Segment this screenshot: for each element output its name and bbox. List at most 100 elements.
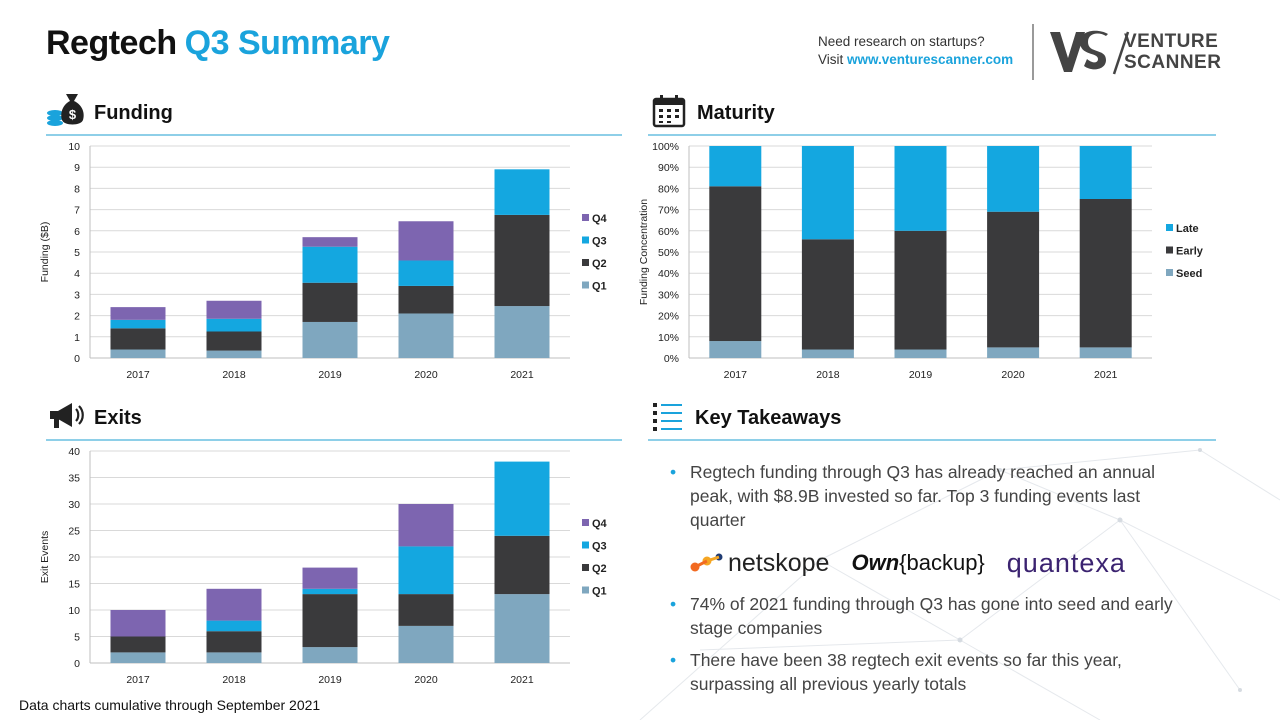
bar-segment-q2 xyxy=(398,594,454,626)
bar-segment-q1 xyxy=(110,652,166,663)
bar-segment-q1 xyxy=(110,349,166,358)
y-tick-label: 25 xyxy=(68,526,80,538)
takeaways-list: • Regtech funding through Q3 has already… xyxy=(666,460,1186,696)
netskope-logo: netskope xyxy=(690,549,830,577)
legend-label: Q2 xyxy=(592,258,607,270)
x-tick-label: 2019 xyxy=(318,369,342,381)
legend-swatch xyxy=(1166,246,1173,254)
y-tick-label: 0 xyxy=(74,658,80,670)
bar-segment-q4 xyxy=(398,221,454,261)
bullet-icon: • xyxy=(670,594,677,614)
header-divider xyxy=(1032,24,1034,80)
bar-segment-late xyxy=(1079,146,1132,199)
takeaway-item: • 74% of 2021 funding through Q3 has gon… xyxy=(666,592,1186,640)
section-title-maturity: Maturity xyxy=(697,102,775,124)
bar-segment-early xyxy=(1079,199,1132,348)
bar-segment-q3 xyxy=(110,319,166,329)
y-tick-label: 10% xyxy=(658,332,679,344)
y-tick-label: 5 xyxy=(74,632,80,644)
venture-scanner-logo xyxy=(1050,30,1130,75)
bar-segment-seed xyxy=(709,341,762,358)
legend-swatch xyxy=(582,259,589,266)
bar-segment-q3 xyxy=(398,546,454,595)
svg-text:$: $ xyxy=(69,107,77,122)
netskope-wordmark: netskope xyxy=(728,549,830,577)
netskope-mark-icon xyxy=(690,553,723,572)
bar-segment-q3 xyxy=(302,588,358,595)
bar-segment-q1 xyxy=(206,350,262,358)
section-rule-funding xyxy=(46,134,622,136)
legend-swatch xyxy=(1166,224,1173,231)
y-tick-label: 70% xyxy=(658,205,679,217)
legend-label: Q1 xyxy=(592,281,607,293)
research-url-link[interactable]: www.venturescanner.com xyxy=(847,52,1014,67)
ownbackup-backup: {backup} xyxy=(899,550,985,575)
quantexa-logo: quantexa xyxy=(1006,548,1126,578)
bar-segment-q4 xyxy=(110,307,166,320)
takeaway-text-2: 74% of 2021 funding through Q3 has gone … xyxy=(690,594,1173,638)
y-axis-label: Funding Concentration xyxy=(638,199,650,305)
calendar-icon xyxy=(652,95,686,128)
x-tick-label: 2017 xyxy=(126,674,150,686)
x-tick-label: 2020 xyxy=(414,369,438,381)
bar-segment-q2 xyxy=(302,594,358,648)
bar-segment-q2 xyxy=(110,636,166,653)
x-tick-label: 2017 xyxy=(724,369,748,381)
y-tick-label: 60% xyxy=(658,226,679,238)
takeaway-item: • There have been 38 regtech exit events… xyxy=(666,648,1186,696)
y-tick-label: 9 xyxy=(74,162,80,174)
y-tick-label: 6 xyxy=(74,226,80,238)
bar-segment-q2 xyxy=(206,331,262,351)
x-tick-label: 2018 xyxy=(222,369,246,381)
bar-segment-q1 xyxy=(302,321,358,358)
funding-chart: 0 1 2 3 4 5 6 7 8 9 10 Funding ($B) 2017 2018 2019 2020… xyxy=(39,141,608,381)
legend-swatch xyxy=(582,564,589,571)
bar-segment-q1 xyxy=(494,306,550,358)
takeaway-text-3: There have been 38 regtech exit events s… xyxy=(690,650,1122,694)
y-tick-label: 7 xyxy=(74,205,80,217)
money-bag-icon: $ xyxy=(47,94,84,126)
legend-swatch xyxy=(582,586,589,594)
bar-segment-early xyxy=(987,211,1040,348)
logo-line-2: SCANNER xyxy=(1124,52,1222,73)
section-title-funding: Funding xyxy=(94,102,173,124)
y-tick-label: 35 xyxy=(68,473,80,485)
bar-segment-q3 xyxy=(302,246,358,283)
ownbackup-logo: Own{backup} xyxy=(851,551,984,575)
section-rule-takeaways xyxy=(648,439,1216,441)
x-tick-label: 2019 xyxy=(318,674,342,686)
bar-segment-q3 xyxy=(494,461,550,536)
takeaway-item: • Regtech funding through Q3 has already… xyxy=(666,460,1186,532)
page-title: Regtech Q3 Summary xyxy=(46,24,390,63)
bar-segment-q1 xyxy=(206,652,262,663)
y-tick-label: 1 xyxy=(74,332,80,344)
y-tick-label: 50% xyxy=(658,247,679,259)
bar-segment-q3 xyxy=(494,169,550,215)
logo-line-1: VENTURE xyxy=(1124,31,1219,52)
bar-segment-seed xyxy=(987,347,1040,358)
bar-segment-q2 xyxy=(110,328,166,350)
legend-label: Q3 xyxy=(592,236,607,248)
x-tick-label: 2021 xyxy=(1094,369,1118,381)
bar-segment-q1 xyxy=(398,313,454,358)
x-tick-label: 2020 xyxy=(1001,369,1025,381)
legend-label: Q4 xyxy=(592,518,608,530)
bar-segment-q3 xyxy=(206,620,262,632)
bar-segment-q2 xyxy=(398,285,454,314)
y-tick-label: 10 xyxy=(68,141,80,153)
legend-swatch xyxy=(1166,269,1173,276)
maturity-chart: 0% 10% 20% 30% 40% 50% 60% 70% 80% 90% 100% Funding… xyxy=(638,141,1204,381)
y-tick-label: 4 xyxy=(74,268,80,280)
bar-segment-seed xyxy=(894,349,947,358)
y-tick-label: 3 xyxy=(74,289,80,301)
research-line: Need research on startups? xyxy=(818,34,985,49)
exits-chart: 0 5 10 15 20 25 30 35 40 Exit Events 2017 2018 2019 2… xyxy=(39,446,608,686)
x-tick-label: 2017 xyxy=(126,369,150,381)
page-title-main: Regtech xyxy=(46,24,177,62)
bar-segment-early xyxy=(709,186,762,342)
bar-segment-q1 xyxy=(398,625,454,663)
bar-segment-q1 xyxy=(494,594,550,663)
legend-label: Q2 xyxy=(592,563,607,575)
bar-segment-q4 xyxy=(206,300,262,319)
